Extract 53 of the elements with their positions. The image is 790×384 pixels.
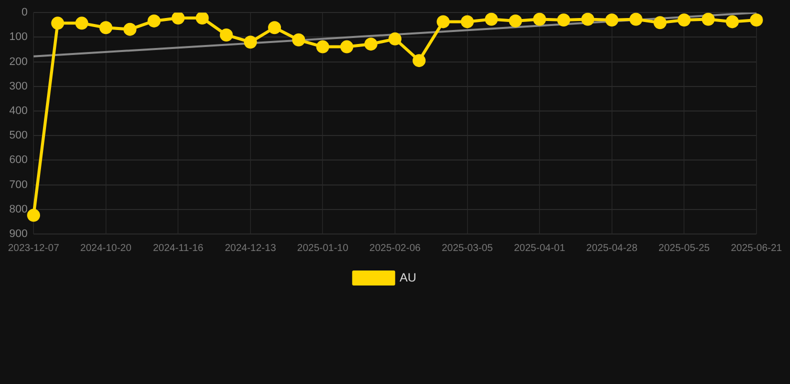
point <box>533 12 546 26</box>
y-tick-label: 800 <box>9 203 28 216</box>
x-tick-label: 2025-06-21 <box>730 242 782 254</box>
point <box>605 13 618 26</box>
point <box>557 13 570 26</box>
point <box>750 13 763 26</box>
x-tick-label: 2025-02-06 <box>369 242 422 254</box>
point <box>726 15 739 28</box>
point <box>196 12 209 25</box>
y-tick-label: 300 <box>9 80 28 92</box>
point <box>702 12 715 26</box>
point <box>220 28 233 42</box>
point <box>364 38 378 51</box>
y-tick-label: 700 <box>9 178 28 191</box>
point <box>340 40 354 54</box>
point <box>508 14 522 28</box>
point <box>75 16 88 30</box>
point <box>654 16 667 30</box>
x-tick-label: 2024-11-16 <box>152 242 204 254</box>
x-tick-label: 2025-04-28 <box>586 242 638 254</box>
point <box>460 15 474 28</box>
y-tick-label: 900 <box>9 228 28 240</box>
y-tick-label: 500 <box>9 130 28 142</box>
point <box>629 12 642 26</box>
point <box>412 54 426 68</box>
x-tick-label: 2025-04-01 <box>514 242 566 254</box>
point <box>678 13 691 26</box>
point <box>316 40 330 54</box>
y-tick-label: 0 <box>21 6 28 19</box>
x-tick-label: 2024-10-20 <box>80 242 132 254</box>
x-tick-label: 2024-12-13 <box>224 242 276 254</box>
point <box>172 12 185 25</box>
y-tick-label: 400 <box>9 105 28 118</box>
legend-label: AU <box>400 270 416 284</box>
y-tick-label: 100 <box>9 31 28 44</box>
point <box>99 21 112 34</box>
point <box>123 22 136 36</box>
point <box>51 16 64 30</box>
point <box>484 12 498 26</box>
y-tick-label: 200 <box>9 56 28 68</box>
point <box>436 15 450 28</box>
point <box>388 32 402 46</box>
point <box>148 14 161 28</box>
x-tick-label: 2025-01-10 <box>297 242 349 254</box>
point <box>244 36 257 49</box>
point <box>27 208 40 222</box>
point <box>581 12 594 26</box>
x-tick-label: 2025-05-25 <box>658 242 710 254</box>
x-tick-label: 2023-12-07 <box>8 242 60 254</box>
point <box>268 21 282 34</box>
point <box>292 33 306 46</box>
x-tick-label: 2025-03-05 <box>442 242 494 254</box>
y-tick-label: 600 <box>9 154 28 166</box>
